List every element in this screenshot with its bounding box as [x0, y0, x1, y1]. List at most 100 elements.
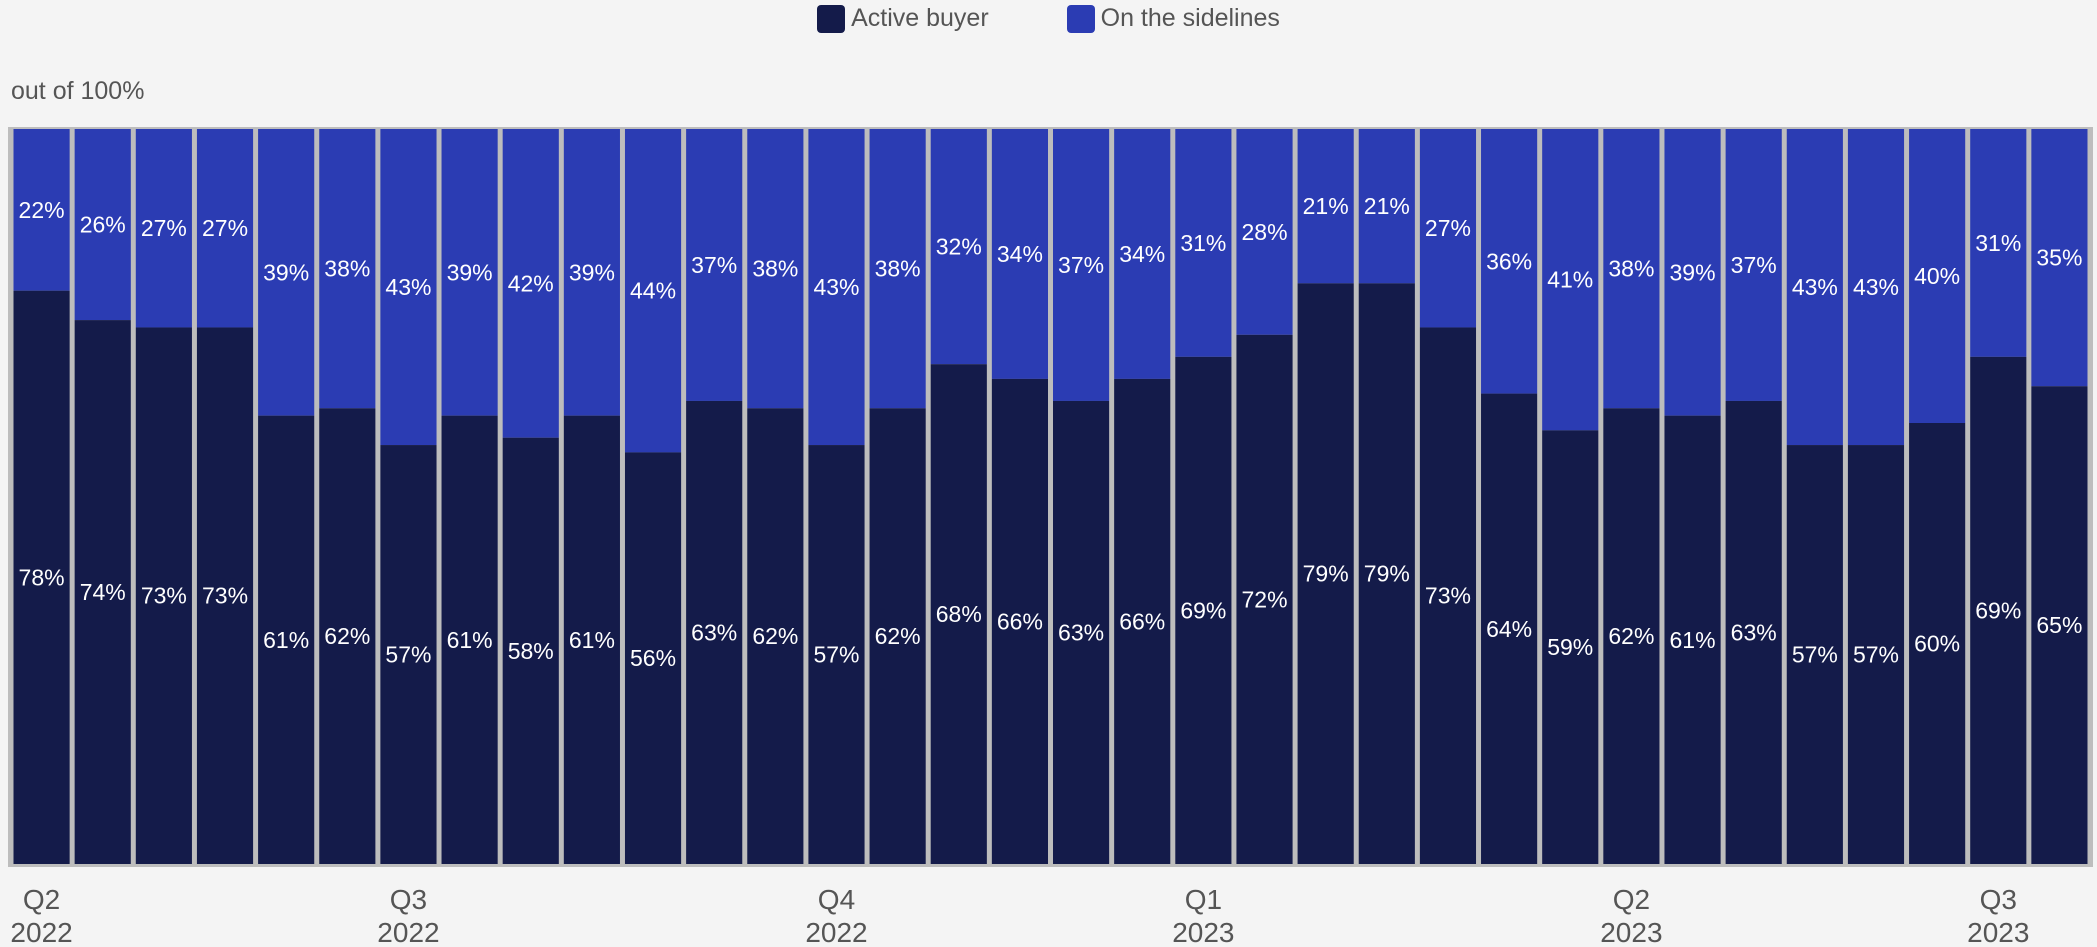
bar-active-buyer[interactable]: [74, 320, 131, 865]
bar-active-buyer[interactable]: [747, 408, 804, 864]
bar-on-the-sidelines[interactable]: [1970, 129, 2027, 357]
bar-group: 37% 63%: [1053, 129, 1110, 864]
bar-active-buyer[interactable]: [1786, 445, 1843, 864]
bar-active-buyer[interactable]: [1847, 445, 1905, 864]
bar-on-the-sidelines[interactable]: [196, 129, 254, 328]
data-label-active-buyer: 68%: [936, 601, 982, 627]
bar-active-buyer[interactable]: [808, 445, 865, 864]
legend-item-on-the-sidelines[interactable]: On the sidelines: [1066, 4, 1280, 33]
bar-on-the-sidelines[interactable]: [1419, 129, 1477, 328]
bar-on-the-sidelines[interactable]: [1603, 129, 1660, 409]
bar-on-the-sidelines[interactable]: [1909, 129, 1966, 423]
bar-on-the-sidelines[interactable]: [380, 129, 437, 446]
bar-on-the-sidelines[interactable]: [869, 129, 926, 409]
bar-active-buyer[interactable]: [2031, 386, 2088, 864]
bar-group: 28% 72%: [1236, 129, 1293, 864]
bar-active-buyer[interactable]: [930, 364, 987, 864]
data-label-active-buyer: 79%: [1303, 561, 1349, 587]
bar-active-buyer[interactable]: [380, 445, 437, 864]
bar-on-the-sidelines[interactable]: [1114, 129, 1171, 379]
data-label-on-the-sidelines: 39%: [447, 259, 493, 285]
bar-on-the-sidelines[interactable]: [930, 129, 987, 365]
data-label-on-the-sidelines: 38%: [324, 256, 370, 282]
data-label-on-the-sidelines: 41%: [1547, 267, 1593, 293]
bar-active-buyer[interactable]: [258, 415, 315, 864]
bar-on-the-sidelines[interactable]: [2031, 129, 2088, 387]
bar-group: 37% 63%: [1725, 129, 1782, 864]
bar-group: 38% 62%: [747, 129, 804, 864]
bar-active-buyer[interactable]: [1175, 356, 1232, 864]
bar-on-the-sidelines[interactable]: [1847, 129, 1905, 446]
data-label-on-the-sidelines: 38%: [1608, 256, 1654, 282]
bar-active-buyer[interactable]: [441, 415, 498, 864]
x-tick-year: 2022: [10, 917, 72, 947]
bar-on-the-sidelines[interactable]: [74, 129, 131, 321]
bar-active-buyer[interactable]: [1542, 430, 1599, 864]
data-label-active-buyer: 57%: [813, 642, 859, 668]
bar-active-buyer[interactable]: [1053, 400, 1110, 864]
bar-on-the-sidelines[interactable]: [441, 129, 498, 416]
data-label-on-the-sidelines: 40%: [1914, 263, 1960, 289]
bar-active-buyer[interactable]: [1297, 283, 1354, 865]
bar-on-the-sidelines[interactable]: [258, 129, 315, 416]
bar-on-the-sidelines[interactable]: [991, 129, 1048, 379]
bar-on-the-sidelines[interactable]: [319, 129, 376, 409]
bar-on-the-sidelines[interactable]: [1786, 129, 1843, 446]
bar-active-buyer[interactable]: [1603, 408, 1660, 864]
bar-on-the-sidelines[interactable]: [563, 129, 620, 416]
bar-group: 34% 66%: [1114, 129, 1171, 864]
data-label-active-buyer: 63%: [691, 619, 737, 645]
data-label-active-buyer: 57%: [385, 642, 431, 668]
bar-active-buyer[interactable]: [196, 327, 254, 864]
bar-on-the-sidelines[interactable]: [135, 129, 192, 328]
bar-active-buyer[interactable]: [1725, 400, 1782, 864]
bar-active-buyer[interactable]: [624, 452, 682, 864]
bar-active-buyer[interactable]: [1481, 393, 1538, 864]
bar-group: 43% 57%: [1847, 129, 1905, 864]
data-label-active-buyer: 62%: [324, 623, 370, 649]
data-label-on-the-sidelines: 42%: [508, 270, 554, 296]
bar-active-buyer[interactable]: [1664, 415, 1721, 864]
bar-on-the-sidelines[interactable]: [1542, 129, 1599, 431]
bar-active-buyer[interactable]: [1358, 283, 1415, 865]
legend-item-active-buyer[interactable]: Active buyer: [817, 4, 989, 33]
x-tick-quarter: Q3: [1980, 884, 2017, 915]
bar-active-buyer[interactable]: [563, 415, 620, 864]
bar-active-buyer[interactable]: [13, 290, 70, 864]
data-label-on-the-sidelines: 31%: [1975, 230, 2021, 256]
bar-group: 41% 59%: [1542, 129, 1599, 864]
bar-active-buyer[interactable]: [1909, 423, 1966, 864]
bar-on-the-sidelines[interactable]: [13, 129, 70, 291]
bar-group: 42% 58%: [502, 129, 559, 864]
data-label-on-the-sidelines: 43%: [813, 274, 859, 300]
bar-on-the-sidelines[interactable]: [624, 129, 682, 453]
bar-on-the-sidelines[interactable]: [808, 129, 865, 446]
bar-active-buyer[interactable]: [1419, 327, 1477, 864]
bar-active-buyer[interactable]: [319, 408, 376, 864]
bar-on-the-sidelines[interactable]: [686, 129, 743, 401]
bar-active-buyer[interactable]: [1236, 334, 1293, 864]
bar-group: 34% 66%: [991, 129, 1048, 864]
data-label-on-the-sidelines: 38%: [875, 256, 921, 282]
bar-active-buyer[interactable]: [135, 327, 192, 864]
bar-active-buyer[interactable]: [869, 408, 926, 864]
bar-group: 37% 63%: [686, 129, 743, 864]
bar-on-the-sidelines[interactable]: [1725, 129, 1782, 401]
bar-group: 27% 73%: [1419, 129, 1477, 864]
bar-active-buyer[interactable]: [1114, 378, 1171, 864]
bar-on-the-sidelines[interactable]: [1175, 129, 1232, 357]
bar-on-the-sidelines[interactable]: [502, 129, 559, 438]
bar-on-the-sidelines[interactable]: [1481, 129, 1538, 394]
bar-on-the-sidelines[interactable]: [1053, 129, 1110, 401]
bar-active-buyer[interactable]: [686, 400, 743, 864]
bar-on-the-sidelines[interactable]: [1297, 129, 1354, 284]
bar-on-the-sidelines[interactable]: [1236, 129, 1293, 335]
bar-active-buyer[interactable]: [1970, 356, 2027, 864]
bar-on-the-sidelines[interactable]: [1664, 129, 1721, 416]
bar-on-the-sidelines[interactable]: [1358, 129, 1415, 284]
data-label-active-buyer: 64%: [1486, 616, 1532, 642]
bar-active-buyer[interactable]: [502, 437, 559, 864]
bar-active-buyer[interactable]: [991, 378, 1048, 864]
bar-on-the-sidelines[interactable]: [747, 129, 804, 409]
